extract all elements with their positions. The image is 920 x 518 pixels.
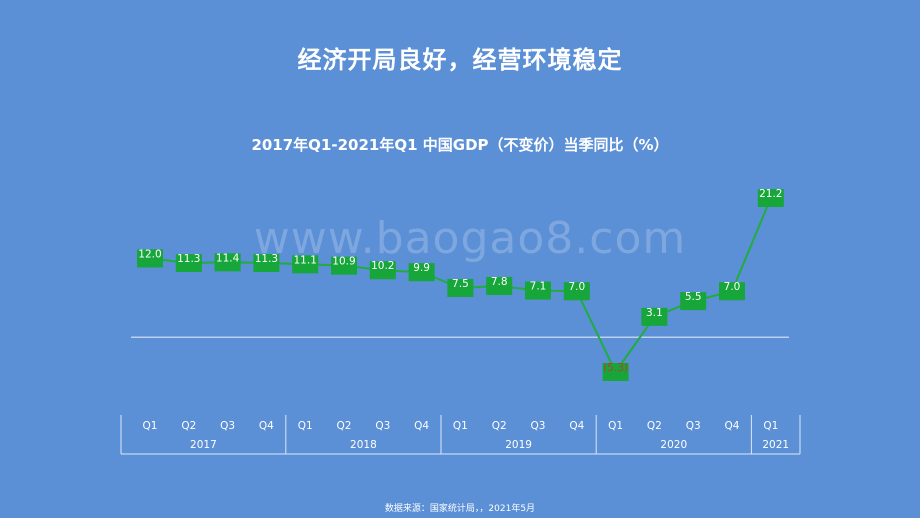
data-label: 11.3 [177, 253, 200, 265]
data-markers: 12.0 11.3 11.4 11.3 11.1 10.9 10.2 9.9 7.5 7.8 7.1… [137, 188, 784, 381]
slide-title: 经济开局良好，经营环境稳定 [297, 46, 623, 74]
quarter-tick-label: Q4 [259, 420, 274, 432]
quarter-tick-label: Q2 [492, 420, 507, 432]
data-point-marker [602, 363, 629, 381]
year-group-label: 2017 [190, 439, 217, 451]
year-group-label: 2019 [505, 439, 532, 451]
data-point-marker [447, 278, 474, 297]
data-label: 5.5 [685, 291, 702, 303]
data-label: 12.0 [138, 248, 161, 260]
data-point-marker [563, 282, 590, 301]
quarter-tick-label: Q1 [453, 420, 468, 432]
quarter-tick-label: Q1 [143, 420, 158, 432]
quarter-tick-label: Q4 [414, 420, 429, 432]
quarter-tick-label: Q2 [337, 420, 352, 432]
data-point-marker [369, 261, 396, 280]
quarter-tick-label: Q3 [220, 420, 235, 432]
data-label: 10.9 [332, 256, 355, 268]
year-group-label: 2018 [350, 439, 377, 451]
data-label: 11.3 [255, 253, 278, 265]
quarter-tick-label: Q1 [298, 420, 313, 432]
data-point-marker [292, 255, 319, 274]
data-point-marker [641, 307, 668, 326]
year-group-label: 2020 [660, 439, 687, 451]
data-label: 11.1 [294, 254, 317, 266]
data-point-marker [757, 189, 784, 207]
quarter-tick-label: Q3 [375, 420, 390, 432]
category-axis-table: Q1 Q2 Q3 Q4 Q1 Q2 Q3 Q4 Q1 Q2 Q3 Q4 Q1 Q2 Q3 Q4 Q1 2017 20… [120, 415, 801, 455]
data-point-marker [253, 254, 280, 273]
data-label: 3.1 [646, 307, 663, 319]
data-label: (5.3) [603, 362, 628, 374]
watermark: www.baogao8.com [253, 213, 687, 264]
quarter-tick-label: Q1 [608, 420, 623, 432]
year-group-label: 2021 [762, 439, 789, 451]
data-point-marker [214, 253, 241, 272]
data-label: 10.2 [371, 260, 394, 272]
data-label: 7.1 [530, 281, 547, 293]
quarter-tick-label: Q2 [647, 420, 662, 432]
quarter-tick-label: Q4 [569, 420, 584, 432]
data-label: 11.4 [216, 252, 240, 264]
data-label: 7.5 [452, 278, 469, 290]
quarter-tick-label: Q4 [725, 420, 740, 432]
data-point-marker [175, 254, 202, 273]
data-label: 7.0 [724, 281, 741, 293]
source-note: 数据来源：国家统计局，，2021年5月 [384, 504, 536, 514]
data-point-marker [486, 276, 513, 295]
data-label: 9.9 [413, 262, 430, 274]
data-label: 7.8 [491, 276, 508, 288]
data-point-marker [525, 281, 551, 300]
quarter-tick-label: Q2 [181, 420, 196, 432]
data-point-marker [137, 249, 163, 268]
quarter-tick-label: Q1 [763, 420, 778, 432]
data-point-marker [680, 292, 707, 311]
data-label: 7.0 [568, 281, 585, 293]
quarter-tick-label: Q3 [531, 420, 546, 432]
data-point-marker [719, 282, 745, 301]
data-point-marker [331, 256, 357, 275]
data-label: 21.2 [759, 188, 782, 200]
chart-title: 2017年Q1-2021年Q1 中国GDP（不变价）当季同比（%） [251, 136, 669, 154]
data-point-marker [408, 263, 435, 282]
quarter-tick-label: Q3 [686, 420, 701, 432]
